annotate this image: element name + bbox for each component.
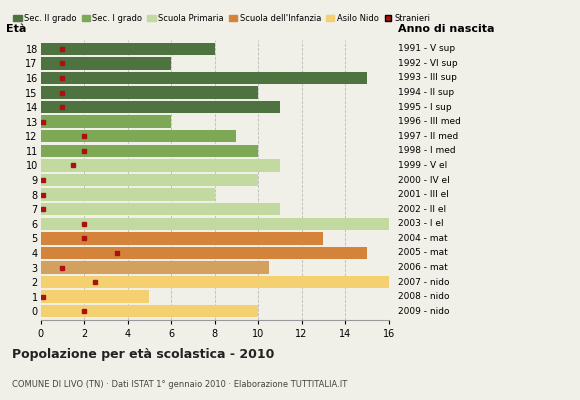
Bar: [41, 261, 269, 274]
Text: 2005 - mat: 2005 - mat: [398, 248, 448, 258]
Text: COMUNE DI LIVO (TN) · Dati ISTAT 1° gennaio 2010 · Elaborazione TUTTITALIA.IT: COMUNE DI LIVO (TN) · Dati ISTAT 1° genn…: [12, 380, 347, 389]
Bar: [41, 247, 367, 259]
Bar: [41, 159, 280, 172]
Text: 2007 - nido: 2007 - nido: [398, 278, 450, 286]
Bar: [41, 218, 389, 230]
Bar: [41, 232, 323, 244]
Text: 1999 - V el: 1999 - V el: [398, 161, 447, 170]
Text: 1994 - II sup: 1994 - II sup: [398, 88, 454, 97]
Text: Popolazione per età scolastica - 2010: Popolazione per età scolastica - 2010: [12, 348, 274, 361]
Bar: [41, 42, 215, 55]
Bar: [41, 72, 367, 84]
Bar: [41, 57, 171, 70]
Bar: [41, 290, 150, 303]
Text: 2001 - III el: 2001 - III el: [398, 190, 449, 199]
Bar: [41, 86, 258, 99]
Bar: [41, 116, 171, 128]
Text: Età: Età: [6, 24, 26, 34]
Text: Anno di nascita: Anno di nascita: [398, 24, 495, 34]
Text: 1993 - III sup: 1993 - III sup: [398, 74, 457, 82]
Text: 2006 - mat: 2006 - mat: [398, 263, 448, 272]
Text: 1997 - II med: 1997 - II med: [398, 132, 458, 141]
Text: 1991 - V sup: 1991 - V sup: [398, 44, 455, 53]
Bar: [41, 305, 258, 318]
Text: 2004 - mat: 2004 - mat: [398, 234, 448, 243]
Text: 2009 - nido: 2009 - nido: [398, 307, 450, 316]
Text: 2008 - nido: 2008 - nido: [398, 292, 450, 301]
Text: 1996 - III med: 1996 - III med: [398, 117, 461, 126]
Text: 1992 - VI sup: 1992 - VI sup: [398, 59, 458, 68]
Bar: [41, 130, 236, 142]
Bar: [41, 203, 280, 215]
Text: 1998 - I med: 1998 - I med: [398, 146, 456, 155]
Bar: [41, 188, 215, 201]
Bar: [41, 276, 389, 288]
Text: 2000 - IV el: 2000 - IV el: [398, 176, 450, 184]
Legend: Sec. II grado, Sec. I grado, Scuola Primaria, Scuola dell'Infanzia, Asilo Nido, : Sec. II grado, Sec. I grado, Scuola Prim…: [10, 10, 434, 26]
Bar: [41, 174, 258, 186]
Bar: [41, 101, 280, 113]
Bar: [41, 145, 258, 157]
Text: 2002 - II el: 2002 - II el: [398, 205, 446, 214]
Text: 1995 - I sup: 1995 - I sup: [398, 102, 452, 112]
Text: 2003 - I el: 2003 - I el: [398, 219, 444, 228]
